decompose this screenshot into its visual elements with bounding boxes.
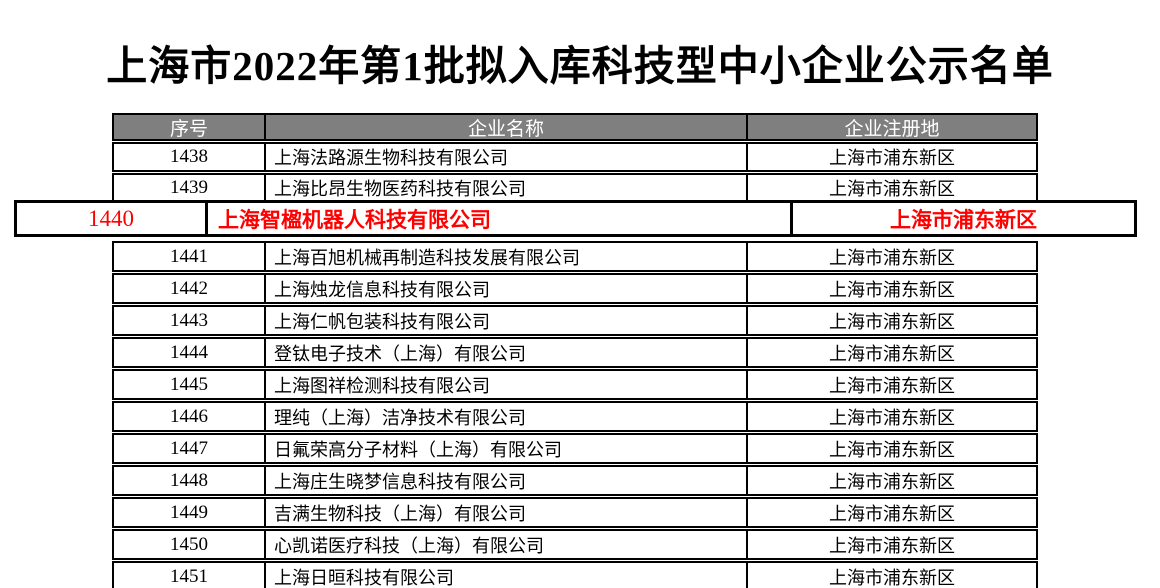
page-title: 上海市2022年第1批拟入库科技型中小企业公示名单 <box>106 43 1054 89</box>
row-location: 上海市浦东新区 <box>829 471 955 492</box>
row-location: 上海市浦东新区 <box>829 503 955 524</box>
row-serial: 1448 <box>114 467 266 494</box>
row-location: 上海市浦东新区 <box>829 407 955 428</box>
row-company-name: 日氟荣高分子材料（上海）有限公司 <box>266 435 748 462</box>
row-company-name: 上海日晅科技有限公司 <box>266 563 748 588</box>
row-company-name: 上海庄生晓梦信息科技有限公司 <box>266 467 748 494</box>
company-table: 序号 企业名称 企业注册地 1438 上海法路源生物科技有限公司 上海市浦东新区… <box>112 113 1038 588</box>
row-serial: 1445 <box>114 371 266 398</box>
highlight-serial: 1440 <box>88 205 134 231</box>
row-location: 上海市浦东新区 <box>829 148 955 168</box>
row-serial: 1449 <box>114 499 266 526</box>
row-serial: 1450 <box>114 531 266 558</box>
row-location: 上海市浦东新区 <box>829 375 955 396</box>
table-row: 1439 上海比昂生物医药科技有限公司 上海市浦东新区 <box>112 173 1038 203</box>
highlight-company-name: 上海智楹机器人科技有限公司 <box>205 203 790 234</box>
row-serial: 1447 <box>114 435 266 462</box>
table-row: 1449 吉满生物科技（上海）有限公司 上海市浦东新区 <box>112 497 1038 528</box>
row-company-name: 吉满生物科技（上海）有限公司 <box>266 499 748 526</box>
row-company-name: 上海仁帆包装科技有限公司 <box>266 307 748 334</box>
row-company-name: 上海烛龙信息科技有限公司 <box>266 275 748 302</box>
table-body: 1438 上海法路源生物科技有限公司 上海市浦东新区 1439 上海比昂生物医药… <box>112 142 1038 588</box>
row-location: 上海市浦东新区 <box>829 247 955 268</box>
row-location: 上海市浦东新区 <box>829 343 955 364</box>
table-row: 1444 登钛电子技术（上海）有限公司 上海市浦东新区 <box>112 337 1038 368</box>
table-row: 1446 理纯（上海）洁净技术有限公司 上海市浦东新区 <box>112 401 1038 432</box>
table-row: 1438 上海法路源生物科技有限公司 上海市浦东新区 <box>112 142 1038 172</box>
row-serial: 1451 <box>114 563 266 588</box>
table-row: 1441 上海百旭机械再制造科技发展有限公司 上海市浦东新区 <box>112 241 1038 272</box>
row-serial: 1439 <box>114 175 266 201</box>
row-location: 上海市浦东新区 <box>829 439 955 460</box>
row-company-name: 上海比昂生物医药科技有限公司 <box>266 175 748 201</box>
row-company-name: 理纯（上海）洁净技术有限公司 <box>266 403 748 430</box>
row-company-name: 上海百旭机械再制造科技发展有限公司 <box>266 243 748 270</box>
row-serial: 1441 <box>114 243 266 270</box>
row-serial: 1442 <box>114 275 266 302</box>
row-location: 上海市浦东新区 <box>829 179 955 199</box>
row-company-name: 上海法路源生物科技有限公司 <box>266 144 748 170</box>
row-serial: 1446 <box>114 403 266 430</box>
row-company-name: 登钛电子技术（上海）有限公司 <box>266 339 748 366</box>
row-location: 上海市浦东新区 <box>829 311 955 332</box>
table-row: 1451 上海日晅科技有限公司 上海市浦东新区 <box>112 561 1038 588</box>
table-header-row: 序号 企业名称 企业注册地 <box>112 113 1038 141</box>
table-row: 1442 上海烛龙信息科技有限公司 上海市浦东新区 <box>112 273 1038 304</box>
highlight-location: 上海市浦东新区 <box>790 203 1134 234</box>
header-col-serial: 序号 <box>114 115 266 139</box>
table-row: 1443 上海仁帆包装科技有限公司 上海市浦东新区 <box>112 305 1038 336</box>
table-row: 1447 日氟荣高分子材料（上海）有限公司 上海市浦东新区 <box>112 433 1038 464</box>
highlighted-row[interactable]: 1440 上海智楹机器人科技有限公司 上海市浦东新区 <box>14 200 1137 237</box>
table-row: 1445 上海图祥检测科技有限公司 上海市浦东新区 <box>112 369 1038 400</box>
header-col-location: 企业注册地 <box>844 118 940 140</box>
table-row: 1450 心凯诺医疗科技（上海）有限公司 上海市浦东新区 <box>112 529 1038 560</box>
row-location: 上海市浦东新区 <box>829 567 955 588</box>
row-location: 上海市浦东新区 <box>829 279 955 300</box>
table-row: 1448 上海庄生晓梦信息科技有限公司 上海市浦东新区 <box>112 465 1038 496</box>
row-serial: 1444 <box>114 339 266 366</box>
row-company-name: 上海图祥检测科技有限公司 <box>266 371 748 398</box>
row-company-name: 心凯诺医疗科技（上海）有限公司 <box>266 531 748 558</box>
row-serial: 1443 <box>114 307 266 334</box>
header-col-company: 企业名称 <box>266 115 748 139</box>
row-serial: 1438 <box>114 144 266 170</box>
row-location: 上海市浦东新区 <box>829 535 955 556</box>
